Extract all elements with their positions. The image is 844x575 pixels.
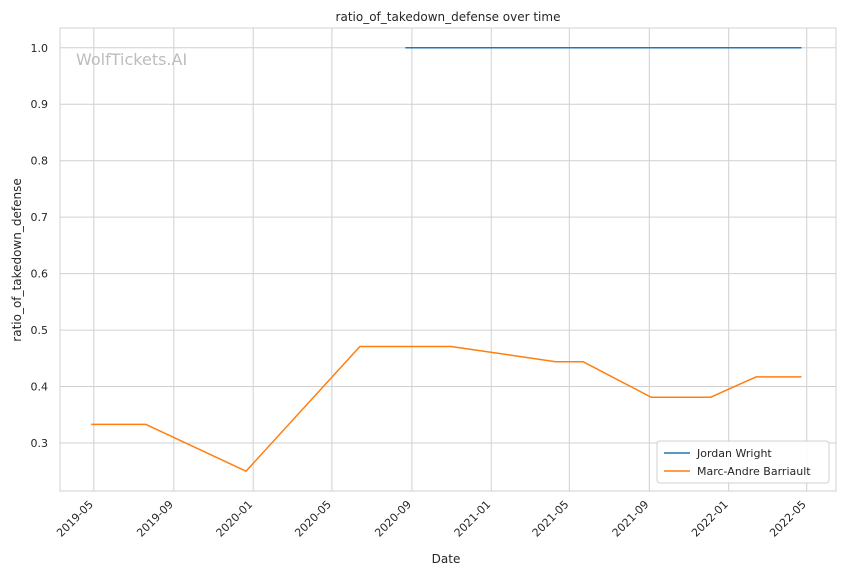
y-axis-title: ratio_of_takedown_defense xyxy=(10,178,24,341)
y-tick-label: 0.7 xyxy=(31,211,49,224)
y-tick-label: 0.9 xyxy=(31,98,49,111)
y-axis-ticks: 0.3 0.4 0.5 0.6 0.7 0.8 0.9 1.0 xyxy=(31,42,49,450)
x-tick-label: 2019-05 xyxy=(54,498,96,540)
y-tick-label: 0.6 xyxy=(31,268,49,281)
chart-title: ratio_of_takedown_defense over time xyxy=(336,10,561,24)
x-tick-label: 2020-05 xyxy=(292,498,334,540)
grid-lines xyxy=(60,28,836,491)
x-axis-ticks: 2019-05 2019-09 2020-01 2020-05 2020-09 2021-… xyxy=(54,498,809,540)
x-tick-label: 2021-09 xyxy=(610,498,652,540)
y-tick-label: 1.0 xyxy=(31,42,49,55)
x-tick-label: 2019-09 xyxy=(134,498,176,540)
x-tick-label: 2022-05 xyxy=(767,498,809,540)
x-axis-title: Date xyxy=(432,552,461,566)
legend-box xyxy=(656,440,830,484)
y-tick-label: 0.5 xyxy=(31,324,49,337)
series-line-1 xyxy=(91,345,802,472)
legend-label: Marc-Andre Barriault xyxy=(697,465,811,478)
watermark: WolfTickets.AI xyxy=(76,50,187,69)
x-tick-label: 2021-05 xyxy=(530,498,572,540)
y-tick-label: 0.3 xyxy=(31,437,49,450)
y-tick-label: 0.4 xyxy=(31,381,49,394)
x-tick-label: 2020-01 xyxy=(214,498,256,540)
x-tick-label: 2021-01 xyxy=(452,498,494,540)
plot-background xyxy=(59,27,837,492)
legend-label: Jordan Wright xyxy=(696,447,772,460)
x-tick-label: 2020-09 xyxy=(372,498,414,540)
legend: Jordan Wright Marc-Andre Barriault xyxy=(656,440,830,484)
x-tick-label: 2022-01 xyxy=(689,498,731,540)
series-layer xyxy=(91,47,802,472)
y-tick-label: 0.8 xyxy=(31,155,49,168)
